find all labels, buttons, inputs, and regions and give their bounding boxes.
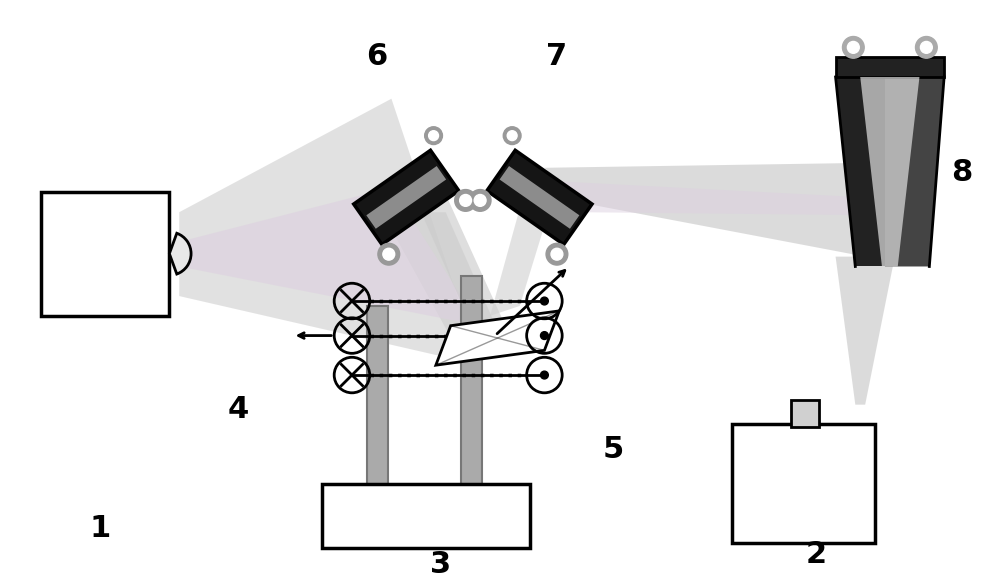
Text: 5: 5 [603, 435, 624, 464]
Bar [836, 58, 944, 77]
Polygon shape [860, 77, 919, 267]
Bar [732, 424, 875, 543]
Circle shape [429, 131, 438, 141]
Polygon shape [179, 99, 480, 365]
Text: 4: 4 [228, 395, 249, 424]
Circle shape [474, 195, 486, 206]
Circle shape [541, 371, 548, 379]
Circle shape [916, 37, 937, 58]
Circle shape [507, 131, 517, 141]
Circle shape [541, 332, 548, 339]
Polygon shape [179, 188, 480, 326]
Bar [367, 306, 388, 489]
Bar [322, 483, 530, 548]
Circle shape [425, 127, 442, 145]
Text: 8: 8 [951, 158, 973, 187]
Circle shape [847, 41, 859, 53]
Polygon shape [544, 181, 865, 215]
Polygon shape [500, 166, 579, 229]
Polygon shape [544, 163, 865, 257]
Text: 7: 7 [546, 42, 567, 71]
Wedge shape [169, 233, 191, 274]
Polygon shape [421, 212, 500, 346]
Circle shape [842, 37, 864, 58]
Text: 6: 6 [366, 42, 387, 71]
Polygon shape [354, 150, 459, 245]
Bar [41, 192, 169, 316]
Circle shape [469, 189, 491, 211]
Bar [791, 400, 819, 428]
Circle shape [378, 243, 400, 265]
Circle shape [455, 189, 476, 211]
Polygon shape [436, 311, 559, 365]
Circle shape [503, 127, 521, 145]
Circle shape [551, 248, 563, 260]
Bar [461, 277, 482, 489]
Circle shape [383, 248, 395, 260]
Circle shape [541, 297, 548, 305]
Circle shape [460, 195, 472, 206]
Text: 3: 3 [430, 550, 451, 579]
Circle shape [546, 243, 568, 265]
Polygon shape [885, 77, 944, 267]
Polygon shape [836, 257, 895, 404]
Polygon shape [490, 173, 559, 316]
Polygon shape [487, 150, 592, 245]
Polygon shape [836, 77, 885, 267]
Circle shape [920, 41, 932, 53]
Polygon shape [366, 166, 446, 229]
Polygon shape [377, 173, 510, 356]
Text: 1: 1 [90, 514, 111, 543]
Text: 2: 2 [805, 540, 826, 569]
